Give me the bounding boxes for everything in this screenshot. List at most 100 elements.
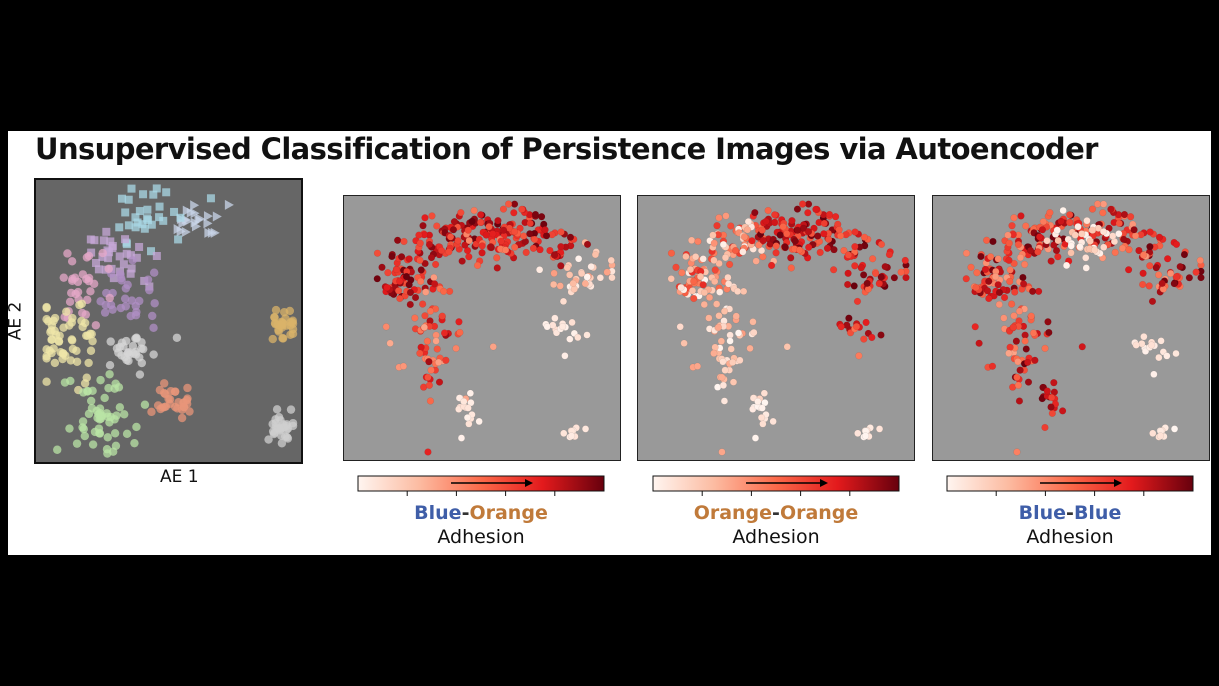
overview-point <box>162 188 171 197</box>
map-point <box>901 256 909 265</box>
map-point <box>713 300 721 308</box>
map-point <box>711 277 719 286</box>
map-point <box>1076 243 1084 251</box>
map-point <box>591 250 600 259</box>
map-point <box>460 397 468 406</box>
caption-subtitle: Adhesion <box>732 526 820 548</box>
map-point <box>705 293 714 302</box>
map-point <box>787 264 795 272</box>
colorbar <box>357 475 605 496</box>
overview-point <box>203 211 213 222</box>
overview-point <box>66 356 75 365</box>
map-point <box>853 297 862 305</box>
overview-point <box>186 207 196 218</box>
overview-point <box>286 330 295 339</box>
map-point <box>713 222 721 230</box>
map-point <box>676 323 684 331</box>
map-point <box>729 378 738 386</box>
overview-point <box>120 410 129 419</box>
map-point <box>868 333 876 342</box>
overview-point <box>122 249 131 258</box>
overview-point <box>96 375 105 385</box>
overview-scatter-svg <box>42 184 298 458</box>
overview-point <box>62 307 71 316</box>
map-point <box>1008 300 1016 308</box>
map-point <box>373 275 381 283</box>
overview-point <box>59 273 68 282</box>
map-point <box>877 273 885 281</box>
map-scatter-svg <box>962 200 1205 456</box>
map-point <box>779 223 787 231</box>
map-point <box>470 206 478 215</box>
map-point <box>840 246 848 255</box>
map-point <box>510 200 519 208</box>
map-point <box>531 235 539 243</box>
map-point <box>1015 397 1024 405</box>
map-point <box>1152 264 1160 272</box>
map-point <box>740 233 749 241</box>
overview-point <box>51 330 61 340</box>
map-point <box>1006 266 1014 274</box>
map-point <box>1074 223 1082 231</box>
map-point <box>489 343 497 351</box>
overview-point <box>121 235 130 244</box>
map-point <box>510 209 518 217</box>
map-point <box>581 425 590 433</box>
map-point <box>1163 352 1171 360</box>
caption-word2: Orange <box>779 502 859 524</box>
map-point <box>423 337 431 345</box>
map-point <box>561 352 569 360</box>
map-point <box>382 323 390 331</box>
map-point <box>1155 353 1163 362</box>
caption-word1: Blue <box>414 502 462 524</box>
overview-point <box>94 410 103 419</box>
overview-point <box>155 385 165 395</box>
overview-point <box>286 405 296 414</box>
map-point <box>522 248 530 257</box>
map-point <box>478 242 486 250</box>
map-point <box>1029 329 1038 337</box>
map-point <box>1100 243 1108 251</box>
map-point <box>416 349 424 357</box>
map-point <box>719 240 728 249</box>
map-point <box>962 249 971 257</box>
map-point <box>543 323 551 331</box>
overview-point <box>68 344 78 354</box>
map-point <box>971 323 979 331</box>
map-point <box>837 323 845 331</box>
caption-orange-orange: Orange-Orange Adhesion <box>646 502 906 548</box>
map-point <box>559 297 568 305</box>
map-point <box>844 251 853 259</box>
overview-point <box>152 184 161 193</box>
orange-orange-adhesion-map <box>637 195 915 461</box>
map-point <box>1132 341 1140 349</box>
overview-point <box>110 429 120 438</box>
map-point <box>877 240 886 248</box>
overview-point <box>83 387 92 396</box>
overview-point <box>194 214 204 225</box>
map-point <box>432 260 440 269</box>
map-point <box>426 307 435 315</box>
map-point <box>546 246 554 255</box>
overview-point <box>143 205 152 214</box>
map-point <box>805 243 813 251</box>
overview-point <box>139 190 148 199</box>
map-point <box>861 432 870 440</box>
map-point <box>550 251 559 259</box>
map-point <box>563 264 571 272</box>
caption-title: Blue-Orange <box>351 502 611 524</box>
map-point <box>967 263 975 271</box>
overview-point <box>44 317 53 326</box>
map-point <box>425 381 433 389</box>
map-point <box>989 237 997 246</box>
overview-point <box>155 202 164 211</box>
overview-point <box>121 302 131 311</box>
map-point <box>720 307 729 315</box>
map-point <box>1157 337 1165 345</box>
overview-point <box>143 275 153 284</box>
overview-point <box>127 264 136 273</box>
map-point <box>793 226 802 234</box>
map-point <box>1031 356 1039 364</box>
map-point <box>1019 280 1028 288</box>
overview-point <box>86 287 95 296</box>
